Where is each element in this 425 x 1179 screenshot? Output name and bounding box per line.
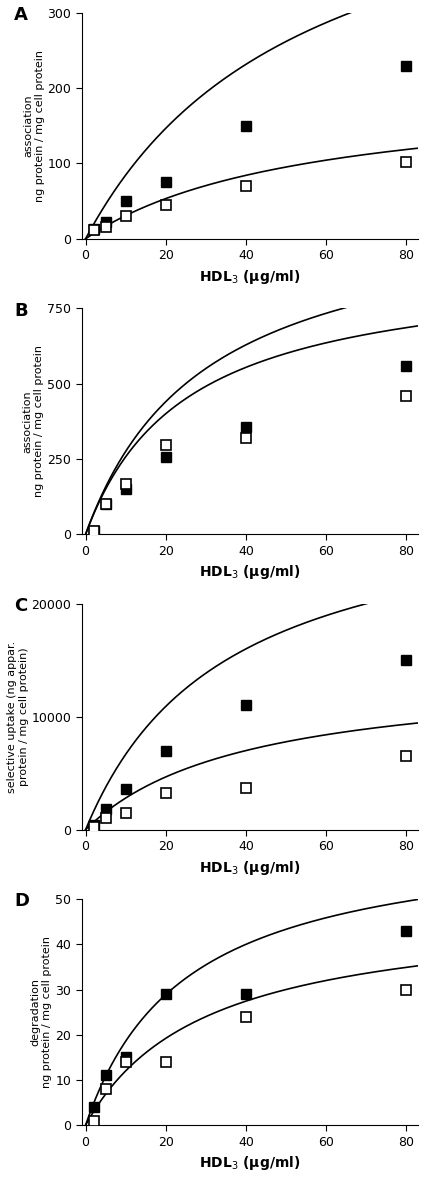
Text: A: A	[14, 6, 28, 24]
Y-axis label: association
ng protein / mg cell protein: association ng protein / mg cell protein	[23, 345, 45, 498]
X-axis label: HDL$_3$ (μg/ml): HDL$_3$ (μg/ml)	[199, 268, 300, 285]
X-axis label: HDL$_3$ (μg/ml): HDL$_3$ (μg/ml)	[199, 858, 300, 877]
Y-axis label: degradation
ng protein / mg cell protein: degradation ng protein / mg cell protein	[31, 936, 52, 1088]
X-axis label: HDL$_3$ (μg/ml): HDL$_3$ (μg/ml)	[199, 564, 300, 581]
X-axis label: HDL$_3$ (μg/ml): HDL$_3$ (μg/ml)	[199, 1154, 300, 1172]
Text: C: C	[14, 597, 28, 615]
Text: B: B	[14, 302, 28, 320]
Y-axis label: association
ng protein / mg cell protein: association ng protein / mg cell protein	[23, 50, 45, 202]
Y-axis label: selective uptake (ng appar.
protein / mg cell protein): selective uptake (ng appar. protein / mg…	[7, 640, 28, 792]
Text: D: D	[14, 893, 29, 910]
